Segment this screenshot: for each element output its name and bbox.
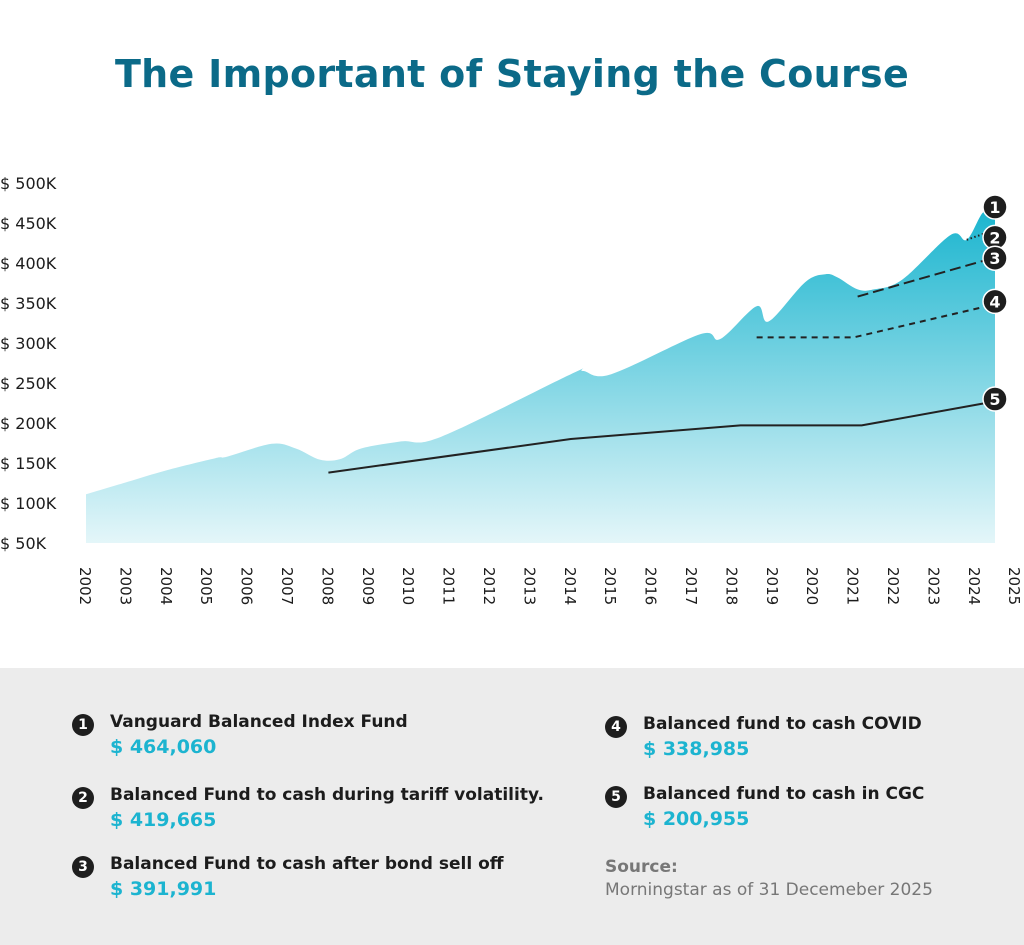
legend-value: $ 419,665 xyxy=(110,809,217,831)
y-tick-label: $ 250K xyxy=(0,374,57,393)
x-tick-label: 2017 xyxy=(682,567,700,605)
legend-label: Balanced Fund to cash during tariff vola… xyxy=(110,785,544,805)
x-tick-label: 2025 xyxy=(1005,567,1023,605)
series-marker-label: 4 xyxy=(989,292,1000,311)
legend-label: Vanguard Balanced Index Fund xyxy=(110,712,408,732)
x-tick-label: 2010 xyxy=(399,567,417,605)
legend-value: $ 391,991 xyxy=(110,878,217,900)
x-tick-label: 2024 xyxy=(965,567,983,605)
marker-badge: 2 xyxy=(72,787,94,809)
legend-value: $ 338,985 xyxy=(643,738,750,760)
x-tick-label: 2020 xyxy=(803,567,821,605)
series-marker-label: 3 xyxy=(989,249,1000,268)
marker-badge: 1 xyxy=(72,714,94,736)
x-tick-label: 2016 xyxy=(642,567,660,605)
legend-label: Balanced Fund to cash after bond sell of… xyxy=(110,854,504,874)
x-tick-label: 2009 xyxy=(359,567,377,605)
x-tick-label: 2014 xyxy=(561,567,579,605)
x-tick-label: 2005 xyxy=(197,567,215,605)
area-vanguard-balanced xyxy=(86,210,995,544)
series-line-5 xyxy=(328,400,996,474)
marker-badge: 3 xyxy=(72,856,94,878)
y-tick-label: $ 200K xyxy=(0,414,57,433)
x-tick-label: 2022 xyxy=(884,567,902,605)
series-marker-label: 1 xyxy=(989,198,1000,217)
x-tick-label: 2023 xyxy=(924,567,942,605)
chart: $ 500K $ 450K $ 400K $ 350K $ 300K $ 250K $ 20… xyxy=(0,174,1023,605)
legend-label: Balanced fund to cash COVID xyxy=(643,714,922,734)
marker-badge: 4 xyxy=(605,716,627,738)
series-marker-1 xyxy=(982,194,1008,220)
source-heading: Source: xyxy=(605,857,678,877)
x-tick-label: 2004 xyxy=(157,567,175,605)
series-marker-4 xyxy=(982,288,1008,315)
y-tick-label: $ 50K xyxy=(0,534,47,553)
y-tick-label: $ 400K xyxy=(0,254,57,273)
legend-value: $ 464,060 xyxy=(110,736,217,758)
y-tick-label: $ 100K xyxy=(0,494,57,513)
legend-value: $ 200,955 xyxy=(643,808,750,830)
series-marker-5 xyxy=(982,386,1008,412)
x-tick-label: 2011 xyxy=(440,567,458,605)
y-tick-label: $ 450K xyxy=(0,214,57,233)
series-marker-3 xyxy=(982,245,1008,271)
x-tick-label: 2006 xyxy=(238,567,256,605)
y-tick-label: $ 500K xyxy=(0,174,57,193)
series-marker-label: 2 xyxy=(989,228,1000,247)
series-line-3 xyxy=(857,258,988,298)
series-marker-label: 5 xyxy=(989,390,1000,409)
y-tick-label: $ 150K xyxy=(0,454,57,473)
x-tick-label: 2019 xyxy=(763,567,781,605)
source-text: Morningstar as of 31 Decemeber 2025 xyxy=(605,880,933,900)
y-tick-label: $ 350K xyxy=(0,294,57,313)
chart-title: The Important of Staying the Course xyxy=(114,52,910,96)
x-tick-label: 2021 xyxy=(844,567,862,605)
legend-label: Balanced fund to cash in CGC xyxy=(643,784,925,804)
source-note: Source: Morningstar as of 31 Decemeber 2… xyxy=(605,856,933,902)
legend-panel: 1 Vanguard Balanced Index Fund $ 464,060… xyxy=(0,668,1024,945)
series-line-4 xyxy=(756,305,988,339)
x-tick-label: 2002 xyxy=(76,567,94,605)
x-tick-label: 2012 xyxy=(480,567,498,605)
x-tick-label: 2013 xyxy=(520,567,538,605)
marker-badge: 5 xyxy=(605,786,627,808)
x-tick-label: 2018 xyxy=(722,567,740,605)
x-tick-label: 2015 xyxy=(601,567,619,605)
x-tick-label: 2008 xyxy=(318,567,336,605)
y-tick-label: $ 300K xyxy=(0,334,57,353)
x-tick-label: 2003 xyxy=(116,567,134,605)
x-tick-label: 2007 xyxy=(278,567,296,605)
